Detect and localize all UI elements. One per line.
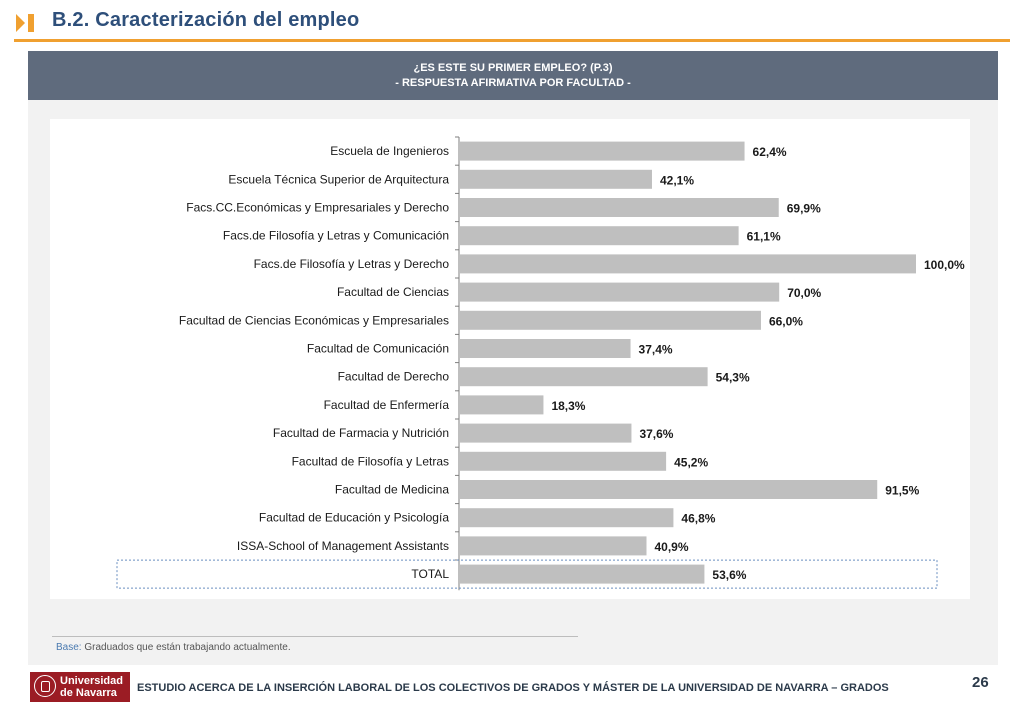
value-label: 18,3%: [551, 399, 585, 413]
university-logo: Universidad de Navarra: [30, 672, 130, 702]
value-label: 53,6%: [712, 568, 746, 582]
chart-area: Escuela de Ingenieros 62,4% Escuela Técnic…: [50, 119, 970, 599]
value-label: 69,9%: [787, 202, 821, 216]
value-label: 37,4%: [639, 343, 673, 357]
bar: [460, 564, 705, 584]
chart-header-band: ¿ES ESTE SU PRIMER EMPLEO? (P.3) - RESPU…: [28, 51, 998, 100]
bar: [460, 254, 916, 274]
category-label: Facs.de Filosofía y Letras y Comunicació…: [223, 229, 449, 243]
page-title: B.2. Caracterización del empleo: [52, 9, 360, 31]
category-label: Facultad de Farmacia y Nutrición: [273, 426, 449, 440]
footnote: Base: Graduados que están trabajando act…: [56, 642, 291, 653]
bar: [460, 508, 674, 528]
value-label: 42,1%: [660, 173, 694, 187]
footnote-label: Base:: [56, 642, 82, 653]
bar: [460, 339, 631, 358]
bar: [460, 367, 708, 387]
bar: [460, 226, 739, 246]
page-number: 26: [972, 674, 989, 691]
footnote-text: Graduados que están trabajando actualmen…: [84, 642, 291, 653]
bar: [460, 451, 667, 471]
seal-icon: [34, 675, 56, 697]
logo-line2: de Navarra: [60, 687, 117, 699]
value-label: 37,6%: [639, 427, 673, 441]
value-label: 46,8%: [681, 512, 715, 526]
category-label: TOTAL: [411, 567, 449, 581]
bar: [460, 141, 745, 161]
value-label: 45,2%: [674, 455, 708, 469]
bar: [460, 480, 878, 499]
bar: [460, 536, 647, 556]
chart-title-line2: - RESPUESTA AFIRMATIVA POR FACULTAD -: [395, 77, 631, 89]
value-label: 61,1%: [747, 230, 781, 244]
value-label: 62,4%: [753, 145, 787, 159]
category-label: Facs.de Filosofía y Letras y Derecho: [254, 257, 450, 271]
bar: [460, 310, 761, 330]
title-divider: [14, 39, 1010, 42]
bar: [460, 169, 652, 189]
footer-study-title: ESTUDIO ACERCA DE LA INSERCIÓN LABORAL D…: [137, 682, 889, 694]
logo-line1: Universidad: [60, 675, 123, 687]
category-label: Facultad de Filosofía y Letras: [292, 454, 449, 468]
value-label: 91,5%: [885, 484, 919, 498]
category-label: ISSA-School of Management Assistants: [237, 539, 449, 553]
bar-chart: Escuela de Ingenieros 62,4% Escuela Técnic…: [116, 136, 965, 591]
category-label: Facultad de Ciencias: [337, 285, 449, 299]
category-label: Facs.CC.Económicas y Empresariales y Der…: [186, 201, 449, 215]
category-label: Facultad de Enfermería: [324, 398, 450, 412]
category-label: Facultad de Ciencias Económicas y Empres…: [179, 313, 449, 327]
bar: [460, 198, 779, 217]
value-label: 40,9%: [655, 540, 689, 554]
chart-title-line1: ¿ES ESTE SU PRIMER EMPLEO? (P.3): [413, 62, 613, 74]
bar: [460, 423, 632, 443]
value-label: 66,0%: [769, 314, 803, 328]
value-label: 100,0%: [924, 258, 965, 272]
category-label: Facultad de Educación y Psicología: [259, 511, 449, 525]
category-label: Escuela Técnica Superior de Arquitectura: [228, 172, 449, 186]
category-label: Facultad de Comunicación: [307, 342, 449, 356]
category-label: Facultad de Medicina: [335, 483, 449, 497]
value-label: 70,0%: [787, 286, 821, 300]
value-label: 54,3%: [716, 371, 750, 385]
header-logo-icon: [16, 14, 34, 32]
bar: [460, 282, 780, 302]
footnote-divider: [52, 636, 578, 637]
bar: [460, 395, 544, 415]
category-label: Facultad de Derecho: [338, 370, 450, 384]
category-label: Escuela de Ingenieros: [330, 144, 449, 158]
